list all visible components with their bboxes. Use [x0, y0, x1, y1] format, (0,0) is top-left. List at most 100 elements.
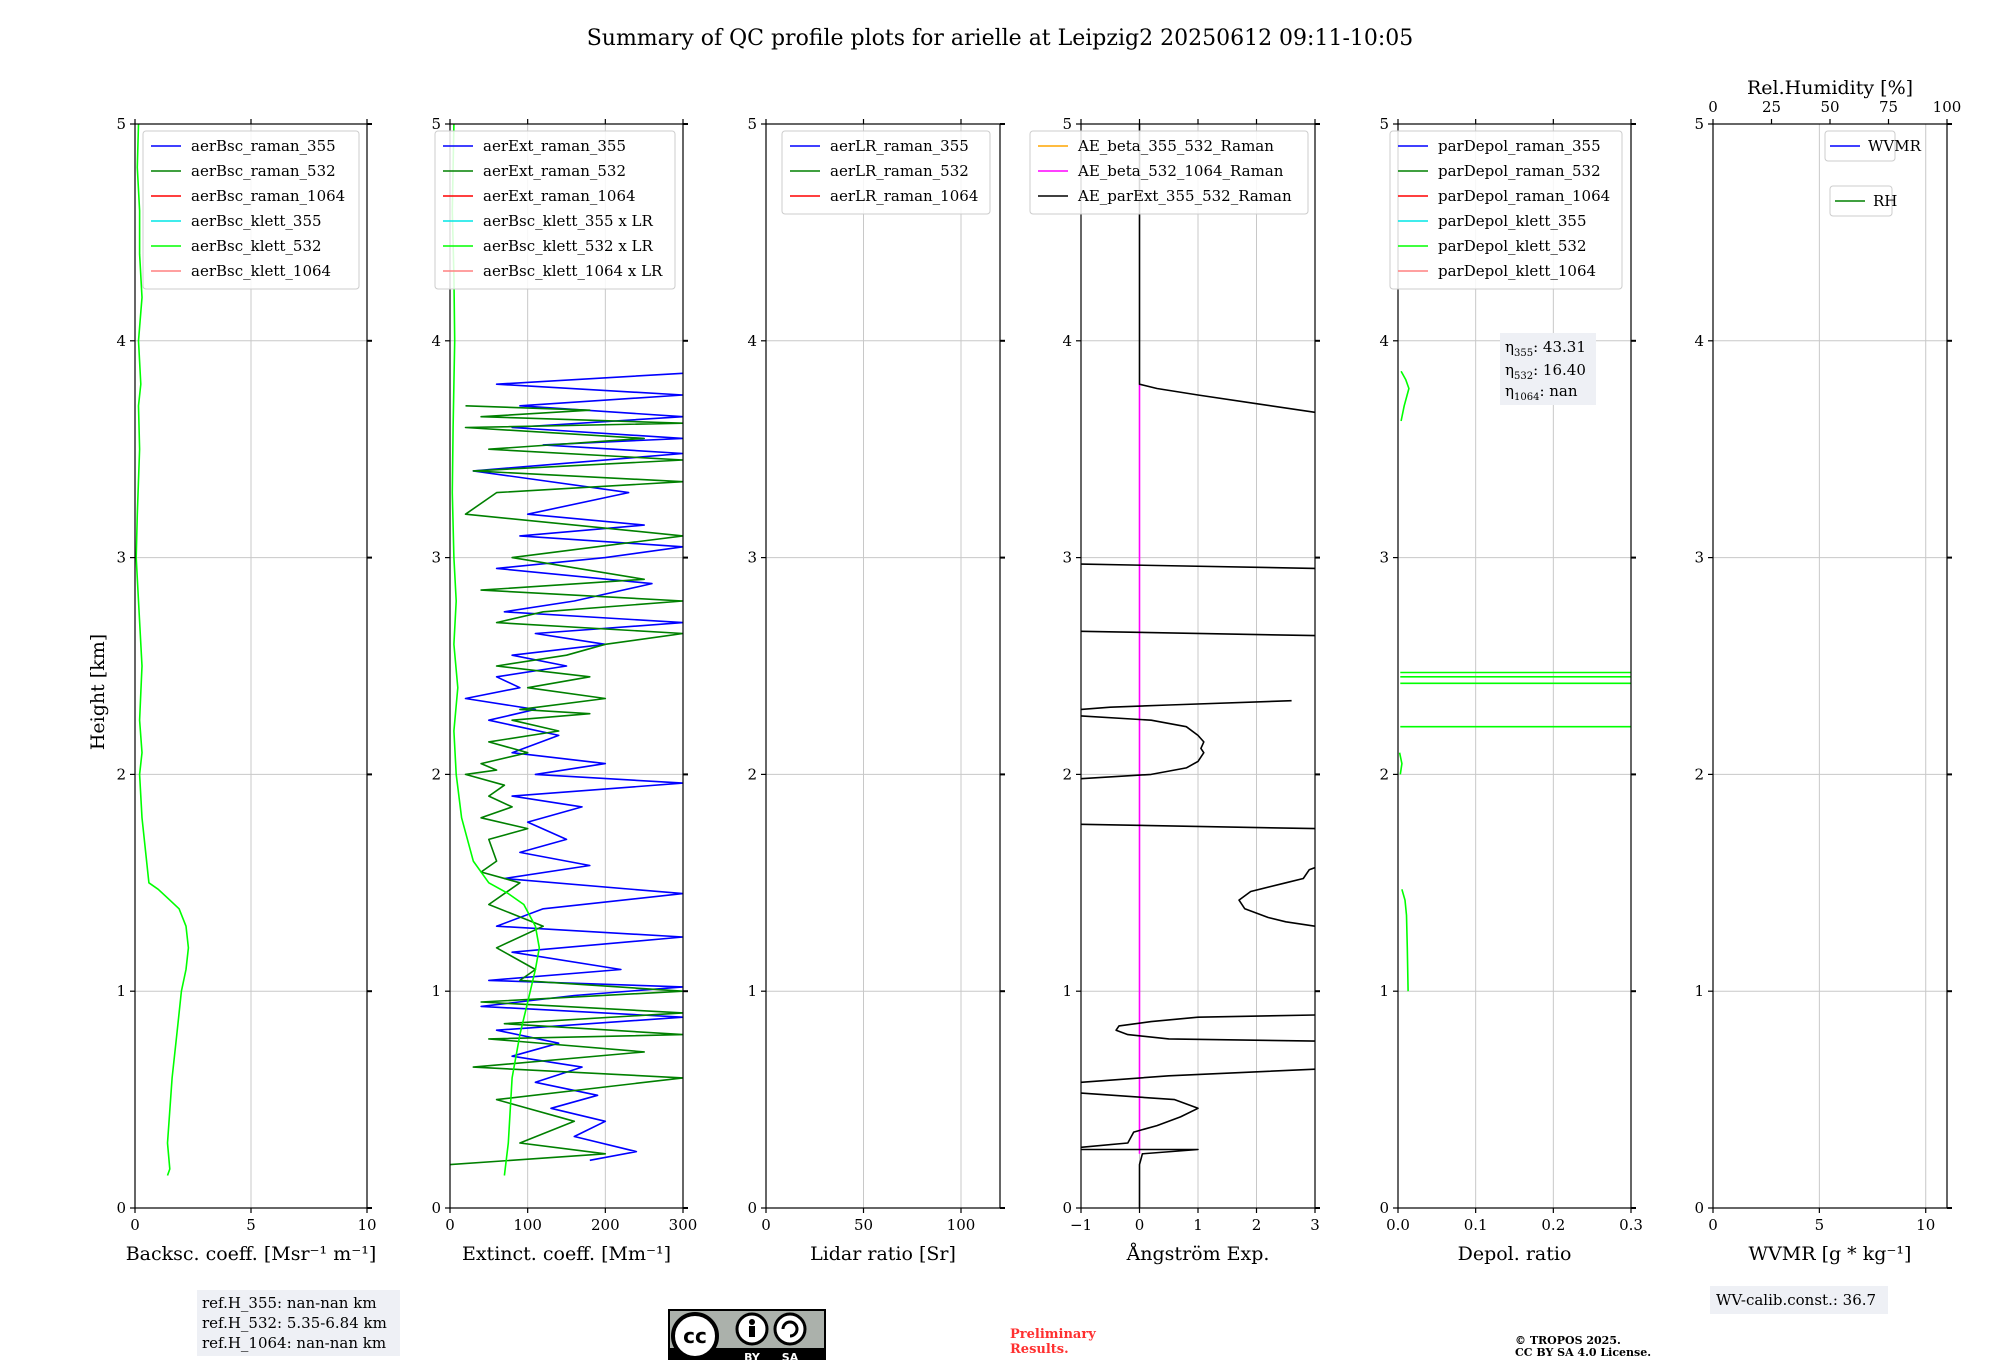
- legend-label-aerBsc_klett_355 x LR: aerBsc_klett_355 x LR: [483, 212, 654, 230]
- x-tick-label-ae: 2: [1252, 1216, 1262, 1234]
- series-line-AE_parExt_355_532_Raman: [1081, 1068, 1315, 1084]
- series-line-aerBsc_klett_532: [135, 124, 190, 1176]
- series-line-AE_parExt_355_532_Raman: [1081, 715, 1205, 780]
- y-tick-label-ext: 0: [431, 1199, 441, 1217]
- legend-label-aerBsc_raman_1064: aerBsc_raman_1064: [191, 187, 345, 205]
- attribution-person-head: [749, 1319, 755, 1325]
- cc-by-sa-badge: cc BY SA: [668, 1309, 826, 1360]
- legend-box-bsc: [142, 130, 360, 290]
- legend-label-aerBsc_klett_355: aerBsc_klett_355: [191, 212, 322, 230]
- x-tick-label-ext: 300: [669, 1216, 698, 1234]
- eta-532: η532: 16.40: [1505, 361, 1586, 382]
- x-axis-label-wv: WVMR [g * kg⁻¹]: [1749, 1243, 1912, 1265]
- cc-logo-icon: [671, 1312, 719, 1360]
- reference-height-box: ref.H_355: nan-nan km ref.H_532: 5.35-6.…: [197, 1290, 400, 1356]
- y-tick-label-wv: 3: [1694, 549, 1704, 567]
- y-tick-label-wv: 2: [1694, 765, 1704, 783]
- x-tick-label-ae: −1: [1070, 1216, 1092, 1234]
- legend-label-AE_beta_532_1064_Raman: AE_beta_532_1064_Raman: [1077, 162, 1284, 180]
- y-tick-label-bsc: 2: [116, 765, 126, 783]
- legend-box-lr: [781, 130, 991, 215]
- axes-frame-lr: [765, 123, 1001, 1209]
- y-tick-label-ext: 5: [431, 115, 441, 133]
- x-tick-label-bsc: 10: [357, 1216, 376, 1234]
- wv-calib-background: [1710, 1286, 1888, 1314]
- legend-label-aerBsc_raman_532: aerBsc_raman_532: [191, 162, 336, 180]
- x-tick-label-dep: 0.0: [1386, 1216, 1410, 1234]
- x-tick-label-wv: 0: [1708, 1216, 1718, 1234]
- legend-label-aerBsc_klett_532 x LR: aerBsc_klett_532 x LR: [483, 237, 654, 255]
- axes-frame-dep: [1397, 123, 1632, 1209]
- y-tick-label-wv: 4: [1694, 332, 1704, 350]
- results-label: Results.: [1010, 1342, 1069, 1357]
- series-line-AE_parExt_355_532_Raman: [1081, 1092, 1199, 1149]
- ref-h-532: ref.H_532: 5.35-6.84 km: [202, 1314, 387, 1332]
- x-axis-label-ext: Extinct. coeff. [Mm⁻¹]: [462, 1243, 671, 1265]
- share-alike-icon: [773, 1312, 807, 1346]
- y-tick-label-ae: 4: [1062, 332, 1072, 350]
- panel-bsc: 0 5 10 0 1 2 3 4 5 Backsc. coeff. [Msr⁻¹ m⁻¹] aerB…: [116, 115, 376, 1265]
- x-tick-label-ext: 200: [591, 1216, 620, 1234]
- x-axis-label-ae: Ångström Exp.: [1126, 1243, 1270, 1265]
- eta-box-background: [1500, 333, 1596, 405]
- y-tick-label-dep: 3: [1379, 549, 1389, 567]
- y-tick-label-ae: 2: [1062, 765, 1072, 783]
- y-tick-label-ext: 1: [431, 982, 441, 1000]
- y-axis-label: Height [km]: [87, 634, 109, 750]
- panel-dep: 0.0 0.1 0.2 0.3 0 1 2 3 4 5 Depol. ratio parDepol_r…: [1379, 115, 1642, 1265]
- legend-label-RH: RH: [1873, 192, 1897, 210]
- legend-label-aerBsc_klett_1064: aerBsc_klett_1064: [191, 262, 331, 280]
- eta-box: η355: 43.31 η532: 16.40 η1064: nan: [1500, 333, 1596, 405]
- y-tick-label-bsc: 4: [116, 332, 126, 350]
- x-tick-label-wv: 5: [1815, 1216, 1825, 1234]
- series-line-aerBsc_klett_532 x LR: [451, 124, 541, 1176]
- legend-bsc: aerBsc_raman_355 aerBsc_raman_532 aerBsc_r…: [142, 130, 360, 290]
- x-axis-label-dep: Depol. ratio: [1458, 1243, 1572, 1265]
- ref-h-355: ref.H_355: nan-nan km: [202, 1294, 377, 1312]
- share-alike-arrow: [781, 1320, 799, 1338]
- panel-ext: 0 100 200 300 0 1 2 3 4 5 Extinct. coeff. [Mm⁻¹] ae…: [431, 115, 697, 1265]
- y-tick-label-wv: 0: [1694, 1199, 1704, 1217]
- legend-label-aerBsc_klett_532: aerBsc_klett_532: [191, 237, 322, 255]
- y-tick-label-ext: 3: [431, 549, 441, 567]
- legend-box-dep: [1389, 130, 1623, 290]
- top-axis-label-wv: Rel.Humidity [%]: [1747, 77, 1913, 99]
- y-tick-label-dep: 5: [1379, 115, 1389, 133]
- x-tick-label-lr: 50: [854, 1216, 873, 1234]
- series-line-AE_parExt_355_532_Raman: [1238, 866, 1315, 927]
- y-tick-label-wv: 5: [1694, 115, 1704, 133]
- legend-box-ae: [1029, 130, 1309, 215]
- y-tick-label-ae: 1: [1062, 982, 1072, 1000]
- top-tick-label-wv: 25: [1762, 98, 1781, 116]
- y-tick-label-ext: 4: [431, 332, 441, 350]
- x-tick-label-ext: 100: [513, 1216, 542, 1234]
- series-group-ext: [450, 124, 683, 1176]
- legend-dep: parDepol_raman_355 parDepol_raman_532 parD…: [1389, 130, 1623, 290]
- panel-lr: 0 50 100 0 1 2 3 4 5 Lidar ratio [Sr] aerLR_raman_…: [747, 115, 1005, 1265]
- top-tick-label-wv: 100: [1933, 98, 1962, 116]
- cc-sa-label: SA: [782, 1351, 799, 1360]
- legend-label-parDepol_klett_355: parDepol_klett_355: [1438, 212, 1587, 230]
- y-tick-label-lr: 1: [747, 982, 757, 1000]
- x-tick-label-bsc: 0: [130, 1216, 140, 1234]
- preliminary-label: Preliminary: [1010, 1327, 1096, 1342]
- axes-frame-wv: [1712, 123, 1948, 1209]
- series-line-AE_parExt_355_532_Raman: [1081, 630, 1315, 637]
- legend-lr: aerLR_raman_355 aerLR_raman_532 aerLR_rama…: [781, 130, 991, 215]
- y-tick-label-ae: 5: [1062, 115, 1072, 133]
- legend-label-aerBsc_klett_1064 x LR: aerBsc_klett_1064 x LR: [483, 262, 663, 280]
- x-tick-label-ae: 3: [1310, 1216, 1320, 1234]
- series-line-parDepol_klett_532: [1398, 752, 1403, 775]
- y-tick-label-bsc: 3: [116, 549, 126, 567]
- legend-label-aerExt_raman_532: aerExt_raman_532: [483, 162, 626, 180]
- series-line-AE_parExt_355_532_Raman: [1081, 823, 1315, 830]
- attribution-person-body: [749, 1326, 755, 1337]
- legend-label-parDepol_raman_1064: parDepol_raman_1064: [1438, 187, 1610, 205]
- legend-label-aerLR_raman_355: aerLR_raman_355: [830, 137, 969, 155]
- axes-frame-ext: [449, 123, 684, 1209]
- legend-label-aerLR_raman_1064: aerLR_raman_1064: [830, 187, 978, 205]
- figure-title: Summary of QC profile plots for arielle …: [587, 26, 1414, 51]
